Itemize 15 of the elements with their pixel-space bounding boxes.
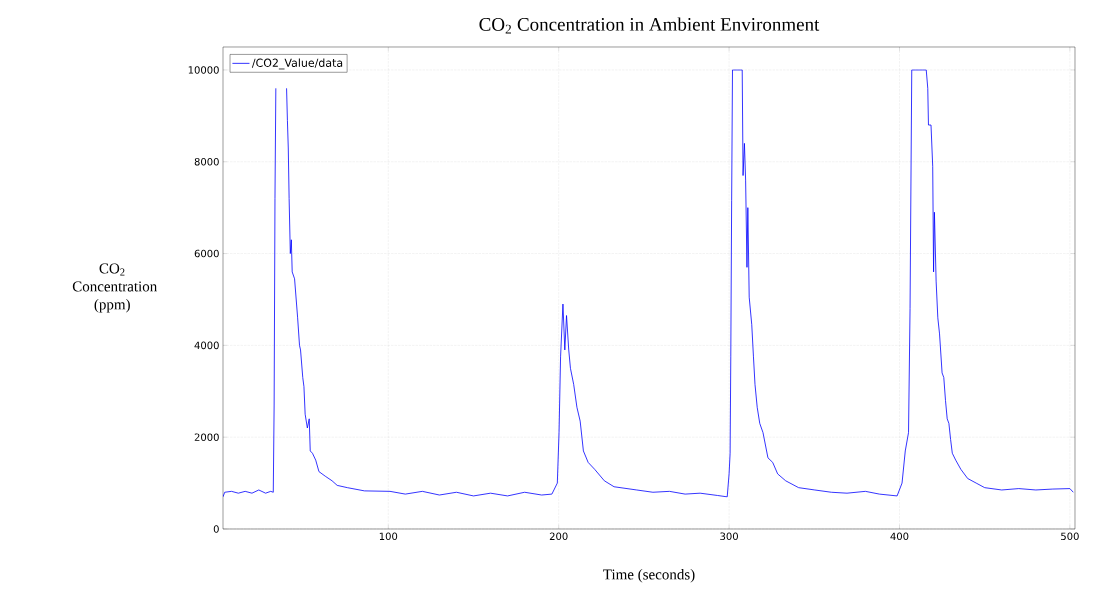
- y-axis-title: CO$_{2}$ Concentration (ppm): [72, 263, 158, 313]
- legend-label: /CO2_Value/data: [251, 58, 343, 70]
- x-tick-label: 500: [1061, 532, 1079, 541]
- x-tick-label: 400: [890, 532, 909, 541]
- y-tick-label: 8000: [194, 157, 219, 166]
- y-tick-label: 0: [213, 525, 219, 533]
- chart-title: CO$_{2}$ Concentration in Ambient Environment: [479, 17, 820, 34]
- x-tick-label: 100: [379, 532, 398, 541]
- x-tick-label: 300: [720, 532, 738, 541]
- y-tick-label: 4000: [194, 341, 219, 350]
- y-tick-label: 10000: [188, 66, 219, 74]
- x-tick-label: 200: [549, 532, 568, 541]
- y-tick-label: 2000: [194, 433, 219, 441]
- y-tick-label: 6000: [194, 249, 219, 258]
- x-axis-title: Time (seconds): [603, 568, 695, 583]
